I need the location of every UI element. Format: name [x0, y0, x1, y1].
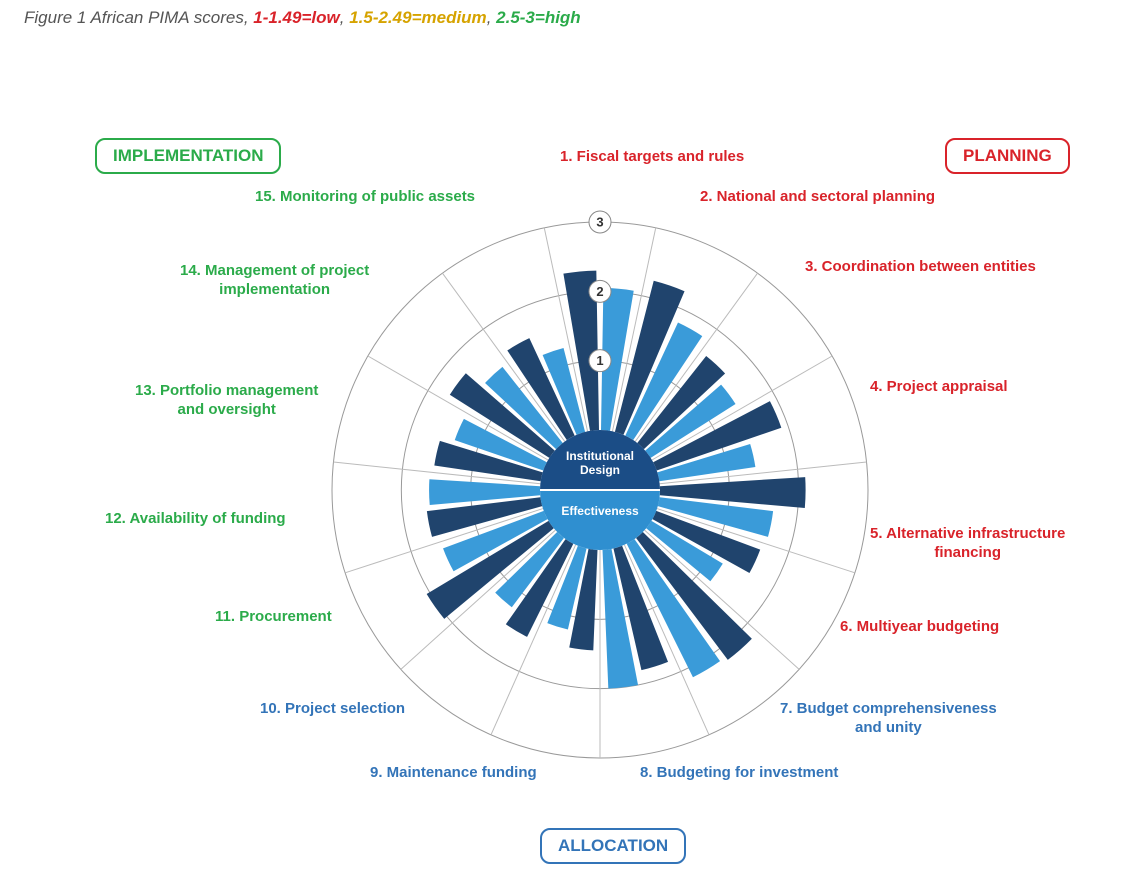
figure-root: Figure 1 African PIMA scores, 1-1.49=low…: [0, 0, 1125, 864]
sector-label-3: 3. Coordination between entities: [805, 258, 1036, 277]
legend-high: 2.5-3=high: [496, 8, 581, 27]
sector-label-15: 15. Monitoring of public assets: [255, 188, 475, 207]
svg-text:1: 1: [596, 353, 603, 368]
sector-label-10: 10. Project selection: [260, 700, 405, 719]
sector-label-6: 6. Multiyear budgeting: [840, 618, 999, 637]
sector-label-11: 11. Procurement: [215, 608, 332, 627]
sector-label-12: 12. Availability of funding: [105, 510, 286, 529]
sector-label-9: 9. Maintenance funding: [370, 764, 537, 783]
sector-label-13: 13. Portfolio managementand oversight: [135, 382, 318, 420]
group-badge-allocation: ALLOCATION: [540, 828, 686, 864]
sector-label-7: 7. Budget comprehensivenessand unity: [780, 700, 997, 738]
svg-text:2: 2: [596, 284, 603, 299]
sector-label-4: 4. Project appraisal: [870, 378, 1008, 397]
sector-label-2: 2. National and sectoral planning: [700, 188, 935, 207]
caption-prefix: Figure 1 African PIMA scores,: [24, 8, 253, 27]
svg-text:Effectiveness: Effectiveness: [561, 504, 639, 518]
sector-label-8: 8. Budgeting for investment: [640, 764, 838, 783]
legend-medium: 1.5-2.49=medium: [349, 8, 487, 27]
group-badge-implementation: IMPLEMENTATION: [95, 138, 281, 174]
figure-caption: Figure 1 African PIMA scores, 1-1.49=low…: [24, 8, 1101, 28]
sector-label-14: 14. Management of projectimplementation: [180, 262, 369, 300]
group-badge-planning: PLANNING: [945, 138, 1070, 174]
svg-text:3: 3: [596, 215, 603, 230]
chart-area: InstitutionalDesign Effectiveness 1 2 3 PLAN…: [0, 60, 1125, 864]
radial-chart-svg: InstitutionalDesign Effectiveness 1 2 3: [0, 60, 1125, 864]
legend-low: 1-1.49=low: [253, 8, 339, 27]
sector-label-1: 1. Fiscal targets and rules: [560, 148, 744, 167]
svg-text:Design: Design: [580, 463, 620, 477]
svg-text:Institutional: Institutional: [566, 449, 634, 463]
sector-label-5: 5. Alternative infrastructurefinancing: [870, 525, 1065, 563]
